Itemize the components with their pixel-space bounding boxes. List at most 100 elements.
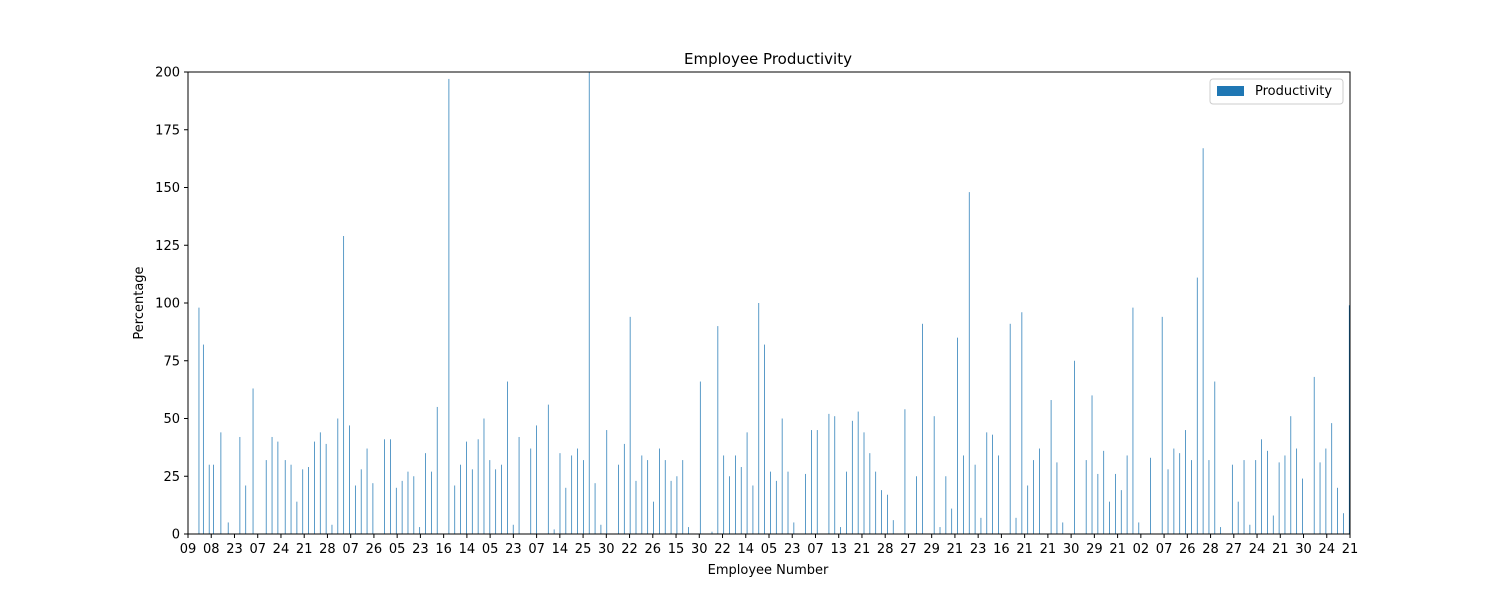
bar (308, 467, 309, 534)
x-tick-label: 27 (1226, 542, 1243, 557)
bar (571, 455, 573, 534)
bar (729, 476, 730, 534)
x-tick-label: 21 (947, 542, 964, 557)
bar (787, 471, 789, 534)
bar (1138, 522, 1140, 534)
bar (752, 485, 754, 534)
bar (354, 485, 356, 534)
bar (1167, 469, 1169, 534)
bar (828, 413, 830, 534)
bar (518, 436, 520, 534)
bar (781, 418, 783, 534)
x-tick-label: 28 (1202, 542, 1219, 557)
bar (1161, 316, 1163, 534)
bar (1348, 305, 1350, 534)
bar (1331, 423, 1333, 534)
bar (968, 192, 970, 534)
bar (659, 448, 660, 534)
x-tick-label: 21 (1272, 542, 1289, 557)
x-tick-label: 26 (645, 542, 662, 557)
bar (530, 448, 532, 534)
x-tick-label: 23 (226, 542, 243, 557)
bar (1056, 462, 1058, 534)
bar (577, 448, 578, 534)
x-axis-label: Employee Number (708, 563, 829, 578)
bar (1343, 513, 1344, 534)
x-tick-label: 05 (389, 542, 406, 557)
x-tick-label: 21 (1109, 542, 1126, 557)
plot-frame (187, 71, 1351, 535)
bar-series-productivity (198, 72, 1350, 535)
bar (688, 527, 689, 534)
bar (647, 460, 649, 534)
x-tick-label: 24 (273, 542, 290, 557)
bar (735, 455, 736, 534)
bar (372, 483, 374, 534)
x-tick-label: 09 (180, 542, 197, 557)
bar (436, 406, 438, 534)
bar (805, 473, 806, 534)
bar (887, 494, 888, 534)
bar (623, 443, 625, 534)
legend-swatch-productivity (1217, 86, 1244, 96)
bar (296, 501, 298, 534)
y-tick-label: 50 (163, 412, 180, 427)
x-tick-label: 21 (1342, 542, 1359, 557)
bar (284, 460, 286, 534)
x-tick-label: 25 (575, 542, 592, 557)
bar (1062, 522, 1064, 534)
x-tick-label: 05 (761, 542, 778, 557)
bar (559, 453, 561, 534)
bar (916, 476, 917, 534)
bar (536, 425, 537, 534)
bar (1132, 307, 1134, 534)
bar (252, 388, 254, 534)
bar (454, 485, 456, 534)
bar (384, 439, 385, 534)
bar (466, 441, 467, 534)
x-tick-label: 02 (1133, 542, 1150, 557)
bar (676, 476, 678, 534)
legend-label-productivity: Productivity (1255, 84, 1332, 99)
y-axis-ticks: 0 25 50 75 100 125 150 175 200 (155, 66, 188, 543)
bar (1284, 455, 1286, 534)
bar (213, 464, 214, 534)
bar (419, 527, 421, 534)
x-tick-label: 29 (923, 542, 940, 557)
bar (892, 520, 894, 534)
bar (302, 469, 304, 534)
bar (764, 344, 765, 534)
bar (1255, 460, 1257, 534)
bar (489, 460, 491, 534)
bar (1074, 360, 1075, 534)
bar (1267, 450, 1268, 534)
x-tick-label: 24 (1318, 542, 1335, 557)
bar (1325, 448, 1327, 534)
x-tick-label: 14 (737, 542, 754, 557)
bar (1214, 381, 1216, 534)
bar (922, 323, 923, 534)
bar (512, 524, 514, 534)
legend: Productivity (1209, 78, 1344, 105)
bar (1033, 460, 1034, 534)
x-tick-label: 24 (1249, 542, 1266, 557)
bar (840, 527, 841, 534)
x-tick-label: 23 (412, 542, 429, 557)
bar (723, 455, 725, 534)
bar (775, 480, 777, 534)
x-tick-label: 08 (203, 542, 220, 557)
bar (986, 432, 988, 534)
bar (1150, 457, 1151, 534)
y-axis-label: Percentage (132, 266, 147, 339)
bar (553, 529, 555, 534)
bar (448, 78, 450, 535)
bar (770, 471, 771, 534)
bar (227, 522, 229, 534)
bar (875, 471, 877, 534)
bar (746, 432, 748, 534)
bar (314, 441, 315, 534)
bar (1179, 453, 1181, 534)
x-tick-label: 30 (691, 542, 708, 557)
bar (869, 453, 871, 534)
